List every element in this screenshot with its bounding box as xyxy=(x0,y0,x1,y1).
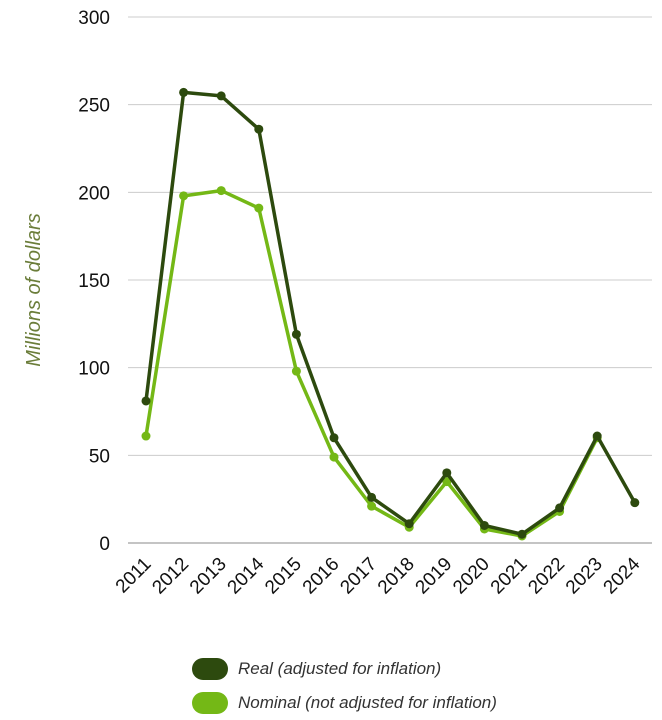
data-point xyxy=(592,431,602,441)
data-point xyxy=(216,186,226,196)
data-point xyxy=(179,87,189,97)
data-point xyxy=(555,503,565,513)
legend-item-nominal: Nominal (not adjusted for inflation) xyxy=(192,686,497,720)
y-axis-ticks: 0 50 100 150 200 250 300 xyxy=(78,8,110,555)
series-line-1 xyxy=(144,188,599,538)
series-line-0 xyxy=(144,90,637,536)
legend-swatch-real xyxy=(192,658,228,680)
y-tick-label: 250 xyxy=(78,96,110,117)
x-tick-label: 2022 xyxy=(524,554,569,599)
data-point xyxy=(442,468,452,478)
legend-label-real: Real (adjusted for inflation) xyxy=(238,659,442,678)
data-point xyxy=(254,124,264,134)
x-tick-label: 2023 xyxy=(562,554,607,599)
data-point xyxy=(442,477,452,487)
y-tick-label: 300 xyxy=(78,8,110,29)
x-tick-label: 2020 xyxy=(449,554,494,599)
y-tick-label: 150 xyxy=(78,271,110,292)
data-point xyxy=(141,396,151,406)
data-point xyxy=(179,191,189,201)
data-point xyxy=(254,203,264,213)
x-tick-label: 2012 xyxy=(148,554,193,599)
x-tick-label: 2015 xyxy=(261,554,306,599)
x-tick-label: 2019 xyxy=(412,554,457,599)
legend-swatch-nominal xyxy=(192,692,228,714)
x-axis-ticks: 2011201220132014201520162017201820192020… xyxy=(112,553,645,598)
x-tick-label: 2016 xyxy=(299,554,344,599)
x-tick-label: 2011 xyxy=(112,554,156,598)
y-axis-label: Millions of dollars xyxy=(23,213,45,366)
data-point xyxy=(291,329,301,339)
data-point xyxy=(329,433,339,443)
y-tick-label: 50 xyxy=(89,446,110,467)
y-tick-label: 0 xyxy=(99,534,110,555)
x-tick-label: 2018 xyxy=(374,554,419,599)
data-point xyxy=(329,452,339,462)
legend-label-nominal: Nominal (not adjusted for inflation) xyxy=(238,693,497,712)
y-tick-label: 100 xyxy=(78,359,110,380)
series-lines xyxy=(141,87,640,541)
x-tick-label: 2014 xyxy=(224,553,269,598)
x-tick-label: 2024 xyxy=(600,553,645,598)
data-point xyxy=(479,520,489,530)
data-point xyxy=(630,498,640,508)
data-point xyxy=(404,519,414,529)
x-tick-label: 2013 xyxy=(186,554,231,599)
data-point xyxy=(367,492,377,502)
x-tick-label: 2021 xyxy=(487,554,532,599)
data-point xyxy=(141,431,151,441)
x-tick-label: 2017 xyxy=(336,554,381,599)
y-tick-label: 200 xyxy=(78,183,110,204)
data-point xyxy=(216,91,226,101)
data-point xyxy=(291,366,301,376)
legend-item-real: Real (adjusted for inflation) xyxy=(192,652,497,686)
legend: Real (adjusted for inflation) Nominal (n… xyxy=(192,652,497,720)
data-point xyxy=(517,529,527,539)
data-point xyxy=(367,501,377,511)
